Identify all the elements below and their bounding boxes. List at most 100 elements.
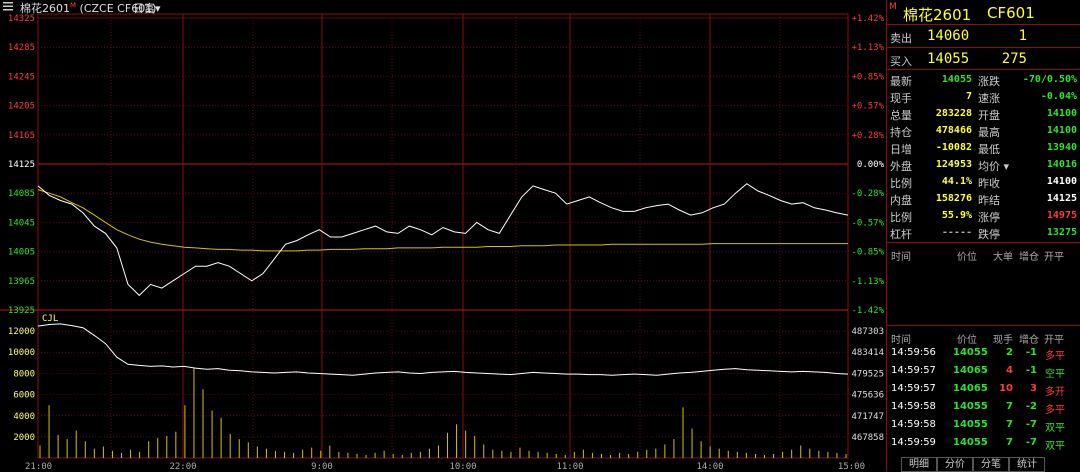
tick-oi: -1 (1025, 365, 1037, 376)
stat-label: 持仓 (890, 126, 912, 139)
stat-value: 158276 (935, 193, 972, 204)
stat-value: 14975 (1046, 210, 1077, 221)
tick-row: 14:59:58 14055 7 -7 双平 (887, 417, 1080, 435)
stat-label: 杠杆 (890, 228, 912, 241)
stat-value: 14100 (1046, 125, 1077, 136)
quote-panel: M 棉花2601 CF601 卖出 14060 1 买入 14055 275 最… (886, 0, 1080, 472)
stat-label: 总量 (890, 109, 912, 122)
stat-value: 13940 (1046, 142, 1077, 153)
tick-volume: 10 (999, 383, 1013, 394)
chevron-down-icon: ▾ (155, 2, 161, 15)
tick-row: 14:59:59 14055 7 -7 双平 (887, 435, 1080, 453)
volume-tick-label: 2000 (13, 433, 35, 443)
time-tick-label: 9:00 (311, 462, 333, 471)
tick-row: 14:59:56 14055 2 -1 多平 (887, 345, 1080, 363)
tick-volume: 2 (1006, 347, 1013, 358)
stat-label: 比例 (890, 177, 912, 190)
time-tick-label: 22:00 (169, 462, 196, 471)
percent-tick-label: 0.00% (857, 160, 885, 170)
price-tick-label: 14165 (8, 131, 35, 141)
stat-label: 涨跌 (978, 75, 1000, 88)
tick-type: 多开 (1045, 387, 1065, 398)
stat-value: 14100 (1046, 108, 1077, 119)
stat-value: 124953 (935, 159, 972, 170)
tick-row: 14:59:57 14065 4 -1 空平 (887, 363, 1080, 381)
tab-1[interactable]: 分价 (937, 457, 973, 472)
tick-volume: 7 (1006, 401, 1013, 412)
stat-value: 478466 (935, 125, 972, 136)
column-header: 时间 (891, 335, 911, 346)
tick-price: 14055 (953, 347, 988, 358)
time-tick-label: 11:00 (556, 462, 583, 471)
tick-price: 14055 (953, 437, 988, 448)
tick-type: 多平 (1045, 351, 1065, 362)
percent-tick-label: -0.85% (851, 248, 884, 258)
stat-label: 昨收 (978, 177, 1000, 190)
bid-row: 买入 14055 275 (890, 51, 1027, 68)
stat-row: 比例 55.9% 涨停 14975 (887, 207, 1080, 224)
open-interest-tick-label: 471747 (851, 412, 884, 422)
stat-label: 昨结 (978, 194, 1000, 207)
volume-label: CJL (42, 314, 58, 324)
tick-oi: -2 (1025, 401, 1037, 412)
percent-tick-label: +1.13% (851, 43, 884, 53)
stat-label: 最高 (978, 126, 1000, 139)
time-tick-label: 14:00 (696, 462, 723, 471)
big-order-header: 时间 价位 大单 增仓 开平 (887, 246, 1080, 264)
tab-2[interactable]: 分笔 (973, 457, 1009, 472)
stat-label: 内盘 (890, 194, 912, 207)
price-tick-label: 14085 (8, 189, 35, 199)
tick-oi: -7 (1025, 419, 1037, 430)
tick-row: 14:59:58 14055 7 -2 多平 (887, 399, 1080, 417)
stat-value: 13275 (1046, 227, 1077, 238)
cycle-selector[interactable]: 日富▾ (133, 2, 161, 15)
stat-row: 最新 14055 涨跌 -70/0.50% (887, 71, 1080, 88)
stat-label: 最新 (890, 75, 912, 88)
tick-list: 14:59:56 14055 2 -1 多平 14:59:57 14065 4 -1 空平 14:5… (887, 345, 1080, 455)
stat-row: 日增 -10082 最低 13940 (887, 139, 1080, 156)
detail-tabs: 明细 分价 分笔 统计 (887, 457, 1080, 472)
stat-value: -0.04% (1040, 91, 1077, 102)
tab-0[interactable]: 明细 (901, 457, 937, 472)
tick-price: 14065 (953, 383, 988, 394)
price-tick-label: 14325 (8, 14, 35, 24)
tick-time: 14:59:56 (891, 347, 936, 358)
percent-tick-label: -1.42% (851, 306, 884, 316)
stat-row: 现手 7 速涨 -0.04% (887, 88, 1080, 105)
time-tick-label: 15:00 (838, 462, 865, 471)
percent-tick-label: -0.57% (851, 218, 884, 228)
stat-label: 比例 (890, 211, 912, 224)
tick-oi: -7 (1025, 437, 1037, 448)
tick-type: 双平 (1045, 423, 1065, 434)
tick-time: 14:59:57 (891, 383, 936, 394)
tick-price: 14055 (953, 401, 988, 412)
stat-value: -10082 (935, 142, 972, 153)
stat-row: 杠杆 ----- 跌停 13275 (887, 224, 1080, 241)
column-header: 现手 (993, 335, 1013, 346)
stat-label: 开盘 (978, 109, 1000, 122)
tick-volume: 7 (1006, 419, 1013, 430)
tick-type: 双平 (1045, 441, 1065, 452)
stat-label: 日增 (890, 143, 912, 156)
stat-value: ----- (941, 227, 972, 238)
stat-label: 速涨 (978, 92, 1000, 105)
stat-value: 44.1% (941, 176, 972, 187)
tick-volume: 7 (1006, 437, 1013, 448)
volume-tick-label: 8000 (13, 369, 35, 379)
tab-3[interactable]: 统计 (1009, 457, 1045, 472)
tick-volume: 4 (1006, 365, 1013, 376)
tick-type: 空平 (1045, 369, 1065, 380)
instrument-title: 棉花2601M (CZCE CF601) (20, 1, 157, 15)
stat-value: 14125 (1046, 193, 1077, 204)
stat-value: 283228 (935, 108, 972, 119)
column-header: 价位 (957, 335, 977, 346)
time-tick-label: 10:00 (449, 462, 476, 471)
intraday-chart[interactable]: 14325 14285 14245 14205 14165 14125 14085 14045… (0, 0, 885, 471)
menu-icon[interactable] (2, 1, 14, 14)
tick-row: 14:59:57 14065 10 3 多开 (887, 381, 1080, 399)
volume-tick-label: 6000 (13, 391, 35, 401)
tick-time: 14:59:58 (891, 419, 936, 430)
ask-row: 卖出 14060 1 (890, 28, 1027, 45)
tick-time: 14:59:57 (891, 365, 936, 376)
percent-tick-label: +0.57% (851, 102, 884, 112)
